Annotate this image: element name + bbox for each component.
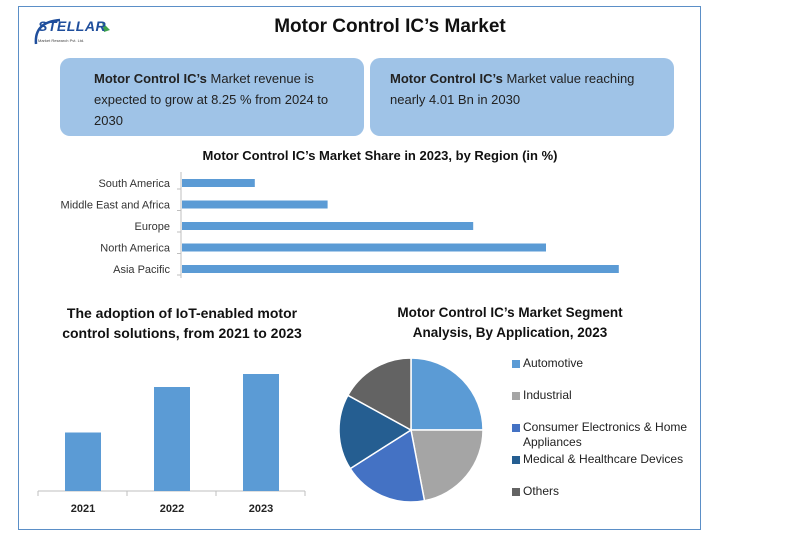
legend-label: Others [523,484,560,498]
card-right-bold: Motor Control IC’s [390,71,503,86]
region-bar [182,265,619,273]
region-share-bar-chart: South America Middle East and Africa Europ… [61,172,619,278]
iot-year-label: 2023 [249,503,273,515]
pie-slice [349,428,426,503]
infographic-frame [18,6,701,530]
legend-label: Medical & Healthcare Devices [523,452,684,466]
iot-bar [154,387,190,491]
region-tick-label: Asia Pacific [113,264,170,276]
region-bar [182,200,328,209]
logo-swoosh-icon [34,18,110,45]
legend-swatch [512,360,520,368]
pie-slice [338,394,413,470]
region-tick-label: South America [98,178,170,190]
card-left-bold: Motor Control IC’s [94,71,207,86]
legend-label: Industrial [523,388,572,402]
iot-chart-title: The adoption of IoT-enabled motor contro… [62,305,302,341]
legend-swatch [512,392,520,400]
legend-swatch [512,456,520,464]
iot-year-label: 2022 [160,503,184,515]
pie-slice [410,357,484,431]
iot-bar [65,432,101,491]
pie-slice [346,357,412,432]
legend-label: Automotive [523,356,584,370]
market-value-card: Motor Control IC’s Market value reaching… [370,58,674,136]
logo-name: STELLAR [38,18,107,34]
card-left-text: Market revenue is expected to grow at 8.… [94,71,329,128]
legend-swatch [512,488,520,496]
iot-bar [243,374,279,491]
region-tick-label: North America [100,243,171,255]
revenue-growth-card: Motor Control IC’s Market revenue is exp… [60,58,364,136]
region-bar [182,179,255,187]
pie-slice [410,429,484,502]
region-tick-label: Europe [135,221,170,233]
application-pie-chart [338,357,484,503]
pie-chart-title: Motor Control IC’s Market Segment Analys… [397,305,623,340]
region-bar [182,222,474,230]
legend-swatch [512,424,520,432]
region-tick-label: Middle East and Africa [61,200,171,212]
iot-adoption-bar-chart: 2021 2022 2023 [37,374,306,515]
legend-label: Consumer Electronics & Home Appliances [523,420,688,449]
iot-year-label: 2021 [71,503,95,515]
page-title: Motor Control IC’s Market [274,16,506,37]
logo-tagline: Market Research Pvt. Ltd. [38,38,85,43]
region-chart-title: Motor Control IC’s Market Share in 2023,… [202,148,558,163]
card-right-text: Market value reaching nearly 4.01 Bn in … [390,71,635,107]
region-bar [182,243,546,252]
